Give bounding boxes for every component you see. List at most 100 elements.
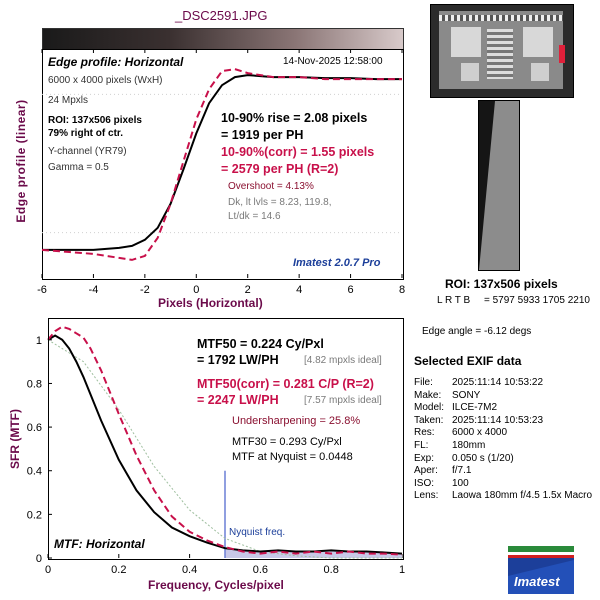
exif-key: Exp: bbox=[414, 452, 435, 464]
edge-xtick-label: -4 bbox=[89, 284, 99, 296]
mtf50corr-line2: = 2247 LW/PH bbox=[197, 393, 279, 407]
exif-value: 2025:11:14 10:53:22 bbox=[452, 377, 544, 388]
exif-value: 6000 x 4000 bbox=[452, 427, 508, 439]
mtf-xtick-label: 0.2 bbox=[111, 564, 126, 576]
edge-timestamp: 14-Nov-2025 12:58:00 bbox=[283, 56, 383, 67]
mtf50corr-ideal: [7.57 mpxls ideal] bbox=[304, 395, 382, 406]
edge-measured-line bbox=[42, 74, 402, 251]
exif-key: Lens: bbox=[414, 490, 439, 502]
exif-row: Lens: Laowa 180mm f/4.5 1.5x Macro bbox=[414, 490, 592, 501]
mtf-ytick-label: 0.2 bbox=[27, 509, 42, 521]
mtf-xlabel: Frequency, Cycles/pixel bbox=[148, 578, 284, 592]
exif-key: Make: bbox=[414, 389, 442, 401]
roi-label: ROI: 137x506 pixels bbox=[445, 277, 558, 291]
edge-heading: Edge profile: Horizontal bbox=[48, 55, 184, 69]
exif-row: Res: 6000 x 4000 bbox=[414, 427, 507, 438]
chart-thumbnail bbox=[430, 4, 574, 98]
version-label: Imatest 2.0.7 Pro bbox=[293, 257, 381, 269]
mtf-xtick-label: 0.4 bbox=[182, 564, 197, 576]
exif-row: Make: SONY bbox=[414, 390, 480, 401]
mtf50-ideal: [4.82 mpxls ideal] bbox=[304, 355, 382, 366]
mtf50-line2: = 1792 LW/PH bbox=[197, 353, 279, 367]
exif-value: Laowa 180mm f/4.5 1.5x Macro bbox=[452, 490, 593, 502]
exif-row: FL: 180mm bbox=[414, 440, 485, 451]
rise-line2: = 1919 per PH bbox=[221, 128, 304, 142]
exif-value: 0.050 s (1/20) bbox=[452, 452, 514, 464]
chart-title: _DSC2591.JPG bbox=[175, 8, 268, 23]
roi-coords-header: L R T B bbox=[437, 295, 471, 306]
exif-value: 180mm bbox=[452, 440, 486, 451]
edge-ylabel: Edge profile (linear) bbox=[14, 99, 28, 223]
mtf-ytick-label: 1 bbox=[36, 335, 42, 347]
mtf-corrected-line bbox=[47, 325, 403, 556]
mtf-xtick-label: 1 bbox=[399, 564, 405, 576]
overshoot: Overshoot = 4.13% bbox=[228, 181, 314, 192]
mtf-heading: MTF: Horizontal bbox=[54, 537, 145, 551]
mtf-ytick-label: 0.6 bbox=[27, 422, 42, 434]
exif-key: FL: bbox=[414, 440, 429, 451]
mtf-ytick-label: 0 bbox=[36, 553, 42, 565]
edge-xtick-label: 0 bbox=[193, 284, 199, 296]
exif-value: 2025:11:14 10:53:23 bbox=[452, 414, 544, 426]
edge-xtick-label: -2 bbox=[140, 284, 150, 296]
exif-value: 100 bbox=[452, 477, 469, 489]
edge-xtick-label: 6 bbox=[348, 284, 354, 296]
mtf-xtick-label: 0.6 bbox=[253, 564, 268, 576]
mtf-panel bbox=[48, 318, 404, 560]
mtf-ideal-line bbox=[47, 339, 402, 559]
edge-roi-2: 79% right of ctr. bbox=[48, 128, 124, 139]
mtf-nyquist-area bbox=[225, 548, 402, 558]
edge-panel bbox=[42, 49, 404, 280]
logo-text: Imatest bbox=[514, 574, 560, 589]
corr-rise-line1: 10-90%(corr) = 1.55 pixels bbox=[221, 145, 375, 159]
exif-key: Res: bbox=[414, 427, 435, 439]
mtf-nyquist: MTF at Nyquist = 0.0448 bbox=[232, 451, 353, 463]
nyquist-label: Nyquist freq. bbox=[229, 527, 286, 538]
exif-title: Selected EXIF data bbox=[414, 354, 522, 368]
edge-corrected-line bbox=[41, 68, 402, 261]
edge-roi-1: ROI: 137x506 pixels bbox=[48, 115, 142, 126]
edge-xtick-label: 2 bbox=[245, 284, 251, 296]
exif-key: ISO: bbox=[414, 477, 435, 489]
mtf-xtick-label: 0.8 bbox=[324, 564, 339, 576]
exif-row: ISO: 100 bbox=[414, 478, 469, 489]
edge-xlabel: Pixels (Horizontal) bbox=[158, 296, 263, 310]
edge-angle: Edge angle = -6.12 degs bbox=[422, 326, 532, 337]
corr-rise-line2: = 2579 per PH (R=2) bbox=[221, 162, 339, 176]
exif-row: Model: ILCE-7M2 bbox=[414, 402, 497, 413]
edge-info-1: 24 Mpxls bbox=[48, 95, 89, 106]
exif-value: ILCE-7M2 bbox=[452, 402, 498, 414]
edge-info-0: 6000 x 4000 pixels (WxH) bbox=[48, 75, 163, 86]
mtf-xtick-label: 0 bbox=[45, 564, 51, 576]
exif-value: f/7.1 bbox=[452, 465, 472, 477]
roi-image bbox=[478, 100, 520, 271]
undersharpening: Undersharpening = 25.8% bbox=[232, 415, 361, 427]
exif-key: Aper: bbox=[414, 465, 438, 477]
mtf-measured-line bbox=[47, 334, 403, 555]
exif-row: File: 2025:11:14 10:53:22 bbox=[414, 377, 543, 388]
exif-value: SONY bbox=[452, 389, 481, 401]
exif-row: Aper: f/7.1 bbox=[414, 465, 471, 476]
edge-info2-1: Gamma = 0.5 bbox=[48, 162, 109, 173]
edge-xtick-label: -6 bbox=[37, 284, 47, 296]
mtf-ylabel: SFR (MTF) bbox=[8, 409, 22, 469]
levels: Dk, lt lvls = 8.23, 119.8, bbox=[228, 197, 332, 208]
edge-info2-0: Y-channel (YR79) bbox=[48, 146, 127, 157]
edge-xtick-label: 4 bbox=[296, 284, 302, 296]
imatest-logo: Imatest bbox=[508, 546, 574, 594]
roi-coords: = 5797 5933 1705 2210 bbox=[484, 295, 590, 306]
mtf50corr-line1: MTF50(corr) = 0.281 C/P (R=2) bbox=[197, 377, 374, 391]
exif-key: Taken: bbox=[414, 414, 444, 426]
mtf-ytick-label: 0.4 bbox=[27, 466, 42, 478]
exif-row: Exp: 0.050 s (1/20) bbox=[414, 453, 514, 464]
exif-key: File: bbox=[414, 377, 433, 388]
mtf30: MTF30 = 0.293 Cy/Pxl bbox=[232, 436, 342, 448]
edge-xtick-label: 8 bbox=[399, 284, 405, 296]
ltdk: Lt/dk = 14.6 bbox=[228, 211, 281, 222]
rise-line1: 10-90% rise = 2.08 pixels bbox=[221, 111, 368, 125]
exif-key: Model: bbox=[414, 402, 445, 414]
mtf-ytick-label: 0.8 bbox=[27, 378, 42, 390]
exif-row: Taken: 2025:11:14 10:53:23 bbox=[414, 415, 543, 426]
mtf50-line1: MTF50 = 0.224 Cy/Pxl bbox=[197, 337, 324, 351]
